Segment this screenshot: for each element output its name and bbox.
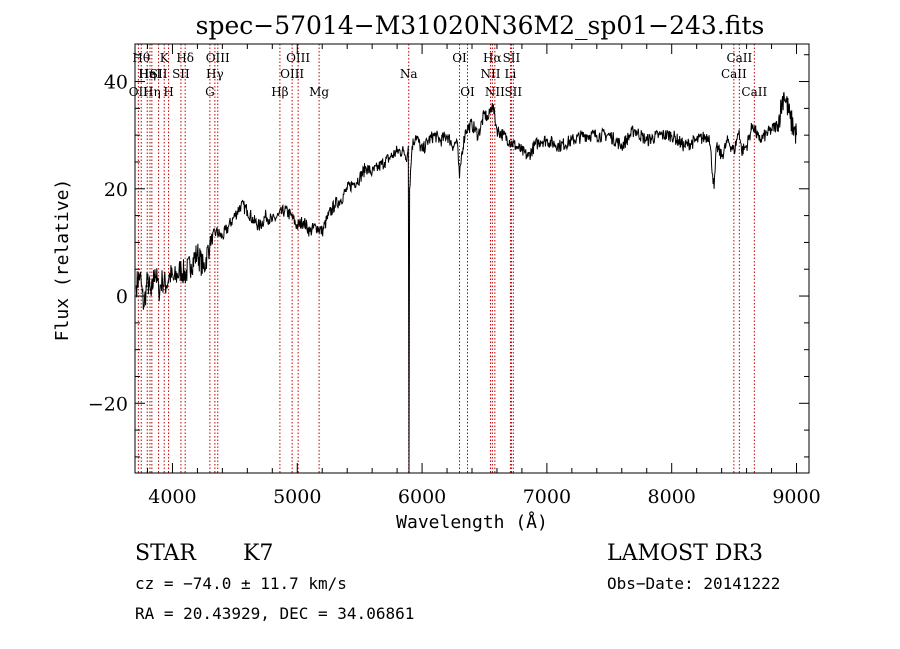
emission-line-labels: OIIHθHηHeIHηSIIKHSIIHδGHγOIIIHβOIIIOIIIM… [129, 51, 768, 99]
line-marker-label-9: Hδ [176, 51, 194, 65]
line-marker-label-16: Mg [309, 85, 329, 99]
y-tick-label-1: 0 [116, 286, 128, 308]
x-axis-label: Wavelength (Å) [396, 511, 548, 533]
line-marker-label-17: Na [400, 67, 418, 81]
line-marker-label-14: OIII [280, 67, 304, 81]
line-marker-label-23: Li [505, 67, 517, 81]
line-marker-label-13: Hβ [271, 85, 288, 99]
line-marker-label-8: SII [172, 67, 190, 81]
object-subclass: K7 [243, 541, 273, 566]
sky-coordinates: RA = 20.43929, DEC = 34.06861 [135, 604, 414, 623]
line-marker-label-19: OI [460, 85, 475, 99]
line-marker-label-12: OIII [206, 51, 230, 65]
x-tick-label-0: 4000 [148, 486, 196, 508]
line-marker-label-20: NII [480, 67, 500, 81]
x-tick-label-4: 8000 [648, 486, 696, 508]
line-marker-label-3: HeI [139, 67, 162, 81]
line-marker-label-7: H [163, 85, 173, 99]
line-marker-label-15: OIII [286, 51, 310, 65]
line-marker-label-18: OI [452, 51, 467, 65]
x-tick-label-5: 9000 [772, 486, 820, 508]
line-marker-label-21: Hα [483, 51, 502, 65]
emission-line-markers [137, 44, 755, 473]
y-tick-label-2: 20 [104, 179, 128, 201]
object-class: STAR [135, 541, 197, 566]
line-marker-label-28: CaII [741, 85, 767, 99]
line-marker-label-10: G [205, 85, 215, 99]
line-marker-label-6: K [160, 51, 170, 65]
x-tick-label-3: 7000 [523, 486, 571, 508]
plot-frame [134, 43, 810, 474]
line-marker-label-25: SII [504, 85, 522, 99]
line-marker-label-27: CaII [726, 51, 752, 65]
line-marker-label-11: Hγ [206, 67, 224, 81]
survey-name: LAMOST DR3 [607, 541, 763, 566]
line-marker-label-26: CaII [721, 67, 747, 81]
line-marker-label-5: SII [150, 67, 168, 81]
redshift-velocity: cz = −74.0 ± 11.7 km/s [135, 574, 347, 593]
x-tick-label-2: 6000 [398, 486, 446, 508]
chart-title: spec−57014−M31020N36M2_sp01−243.fits [196, 11, 765, 40]
x-axis-ticks: 4000 5000 6000 7000 8000 9000 [146, 44, 821, 508]
line-marker-label-24: SII [503, 51, 521, 65]
line-marker-label-0: OII [129, 85, 149, 99]
line-marker-label-4: Hη [143, 85, 161, 99]
line-marker-label-22: NII [485, 85, 505, 99]
observation-date: Obs−Date: 20141222 [607, 574, 780, 593]
y-axis-ticks: −20 0 20 40 [88, 54, 809, 458]
y-tick-label-0: −20 [88, 393, 128, 415]
y-axis-label: Flux (relative) [52, 179, 73, 342]
spectrum-series-line [135, 92, 797, 474]
line-marker-label-2: Hη [138, 67, 156, 81]
x-tick-label-1: 5000 [273, 486, 321, 508]
y-tick-label-3: 40 [104, 72, 128, 94]
